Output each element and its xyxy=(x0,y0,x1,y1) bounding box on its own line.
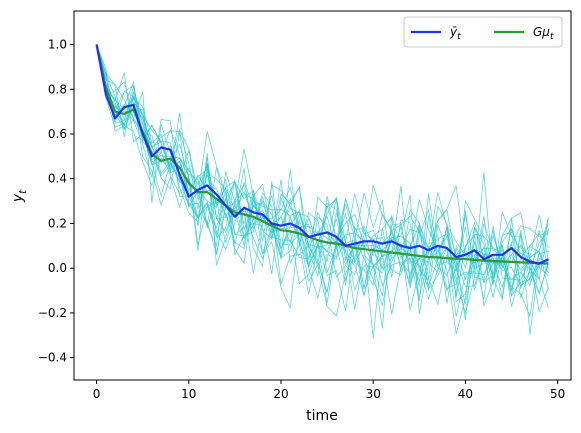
legend-box xyxy=(403,16,563,48)
y-axis: −0.4 −0.2 0.0 0.2 0.4 0.6 0.8 1.0 xyxy=(38,38,74,365)
sample-path-line xyxy=(96,44,549,290)
x-tick-label: 0 xyxy=(93,387,101,401)
x-tick-label: 40 xyxy=(458,387,473,401)
y-tick-label: 0.2 xyxy=(48,216,67,230)
y-axis-label: yt xyxy=(10,189,29,203)
x-tick-label: 20 xyxy=(273,387,288,401)
legend-label-gmu: Gμt xyxy=(533,25,554,42)
series-lines xyxy=(95,44,549,265)
y-tick-label: −0.2 xyxy=(38,306,67,320)
x-tick-label: 50 xyxy=(550,387,565,401)
y-tick-label: 0.4 xyxy=(48,172,67,186)
sample-path-line xyxy=(96,44,549,329)
x-axis-label: time xyxy=(306,408,338,424)
sample-path-line xyxy=(96,44,549,315)
plot-frame xyxy=(73,10,572,381)
sample-path-line xyxy=(96,44,549,304)
y-tick-label: 0.8 xyxy=(48,82,67,96)
x-tick-label: 10 xyxy=(181,387,196,401)
y-tick-label: 1.0 xyxy=(48,38,67,52)
x-tick-label: 30 xyxy=(366,387,381,401)
y-tick-label: 0.0 xyxy=(48,261,67,275)
legend-label-mean: ȳt xyxy=(449,25,461,42)
g-mu-line xyxy=(95,44,549,265)
legend: ȳt Gμt xyxy=(403,16,563,48)
sample-path-line xyxy=(96,44,549,335)
x-axis: 0 10 20 30 40 50 xyxy=(93,380,565,401)
y-tick-label: −0.4 xyxy=(38,351,67,365)
mean-line xyxy=(95,44,549,265)
sample-path-line xyxy=(96,44,549,312)
y-tick-label: 0.6 xyxy=(48,127,67,141)
